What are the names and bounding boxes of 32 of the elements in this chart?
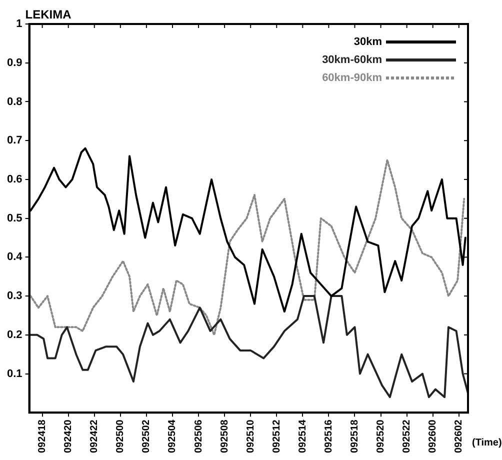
y-tick-label: 0.5 — [6, 212, 22, 224]
x-tick-label: 092506 — [193, 419, 204, 454]
y-tick-label: 0.1 — [6, 368, 22, 380]
x-tick-label: 092418 — [37, 419, 48, 454]
text: 30km-60km — [322, 54, 382, 66]
y-tick-label: 0.7 — [6, 134, 22, 147]
x-tick-label: 092600 — [428, 419, 439, 454]
x-tick-label: 092422 — [89, 419, 100, 454]
x-tick-label: 092502 — [141, 419, 152, 454]
y-tick-label: 0.6 — [6, 173, 22, 186]
text: 60km-90km — [322, 72, 382, 84]
x-tick-label: 092504 — [167, 419, 178, 454]
x-tick-label: 092518 — [349, 419, 360, 454]
x-tick-label: 092500 — [115, 419, 126, 454]
y-tick-label: 0.4 — [6, 251, 24, 264]
x-axis-title: (Time) — [472, 437, 502, 448]
x-tick-label: 092602 — [454, 419, 465, 454]
y-tick-label: 1 — [16, 18, 22, 30]
y-tick-label: 0.3 — [6, 290, 22, 302]
x-tick-label: 092520 — [376, 419, 387, 454]
x-tick-label: 092510 — [245, 419, 256, 454]
x-tick-label: 092512 — [271, 419, 282, 454]
chart-title: LEKIMA — [25, 7, 72, 22]
x-tick-label: 092508 — [219, 419, 230, 454]
x-tick-label: 092514 — [297, 419, 308, 454]
y-tick-label: 0.2 — [6, 328, 22, 341]
x-tick-label: 092522 — [402, 419, 413, 454]
x-tick-label: 092516 — [323, 419, 334, 454]
y-tick-label: 0.9 — [6, 56, 22, 69]
legend-label: 30km — [354, 36, 382, 48]
y-tick-label: 0.8 — [6, 96, 22, 108]
x-tick-label: 092420 — [63, 419, 74, 454]
